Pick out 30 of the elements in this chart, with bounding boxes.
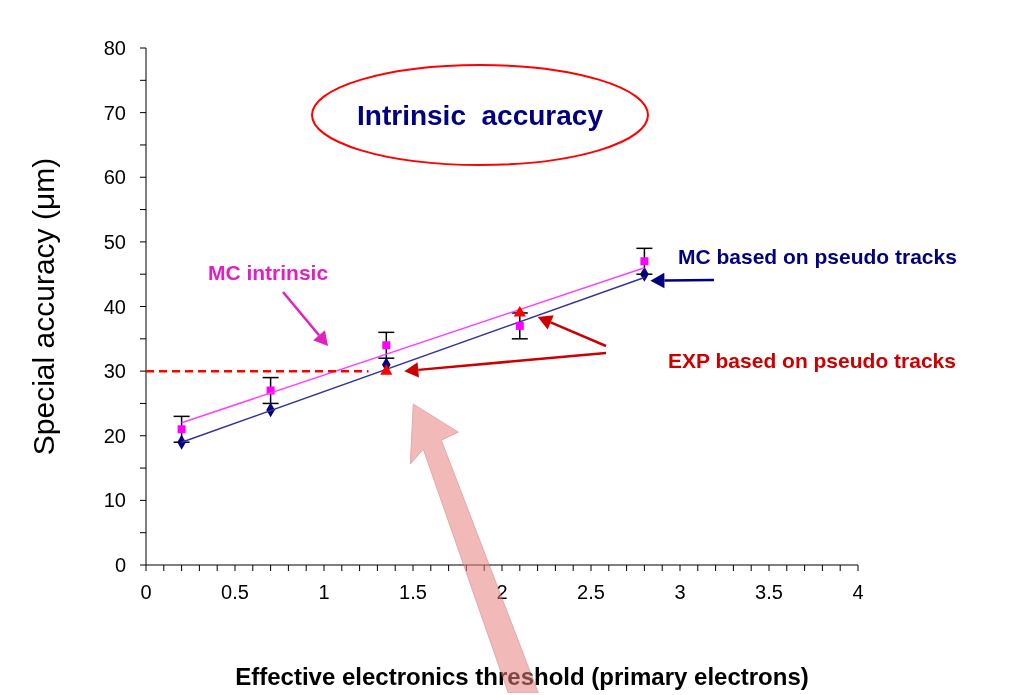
point bbox=[177, 425, 186, 434]
y-tick-label: 80 bbox=[103, 37, 126, 60]
x-tick-label: 1.5 bbox=[399, 581, 427, 604]
y-tick-label: 50 bbox=[103, 230, 126, 253]
x-tick-label: 2.5 bbox=[577, 581, 605, 604]
y-tick-label: 10 bbox=[103, 489, 126, 512]
point bbox=[380, 364, 393, 375]
annotation: Intrinsic accuracy bbox=[357, 100, 604, 131]
point bbox=[382, 341, 391, 350]
point bbox=[640, 257, 649, 266]
x-tick-label: 1 bbox=[318, 581, 330, 604]
x-tick-label: 0.5 bbox=[221, 581, 249, 604]
y-tick-label: 60 bbox=[103, 166, 126, 189]
annotation: EXP based on pseudo tracks bbox=[668, 349, 956, 372]
y-tick-label: 70 bbox=[103, 101, 126, 124]
x-tick-label: 3.5 bbox=[755, 581, 783, 604]
annotation: MC intrinsic bbox=[207, 261, 329, 284]
point bbox=[515, 321, 524, 330]
y-axis-title: Special accuracy (μm) bbox=[26, 157, 60, 456]
x-axis-title: Effective electronics threshold (primary electrons) bbox=[235, 663, 809, 690]
y-tick-label: 30 bbox=[103, 360, 126, 383]
y-tick-label: 40 bbox=[103, 295, 126, 318]
annotation: MC based on pseudo tracks bbox=[678, 245, 957, 268]
x-tick-label: 2 bbox=[496, 581, 508, 604]
x-tick-label: 4 bbox=[852, 581, 864, 604]
point bbox=[513, 305, 526, 317]
y-tick-label: 20 bbox=[103, 424, 126, 447]
x-tick-label: 0 bbox=[140, 581, 152, 604]
x-tick-label: 3 bbox=[674, 581, 686, 604]
y-tick-label: 0 bbox=[114, 554, 126, 577]
